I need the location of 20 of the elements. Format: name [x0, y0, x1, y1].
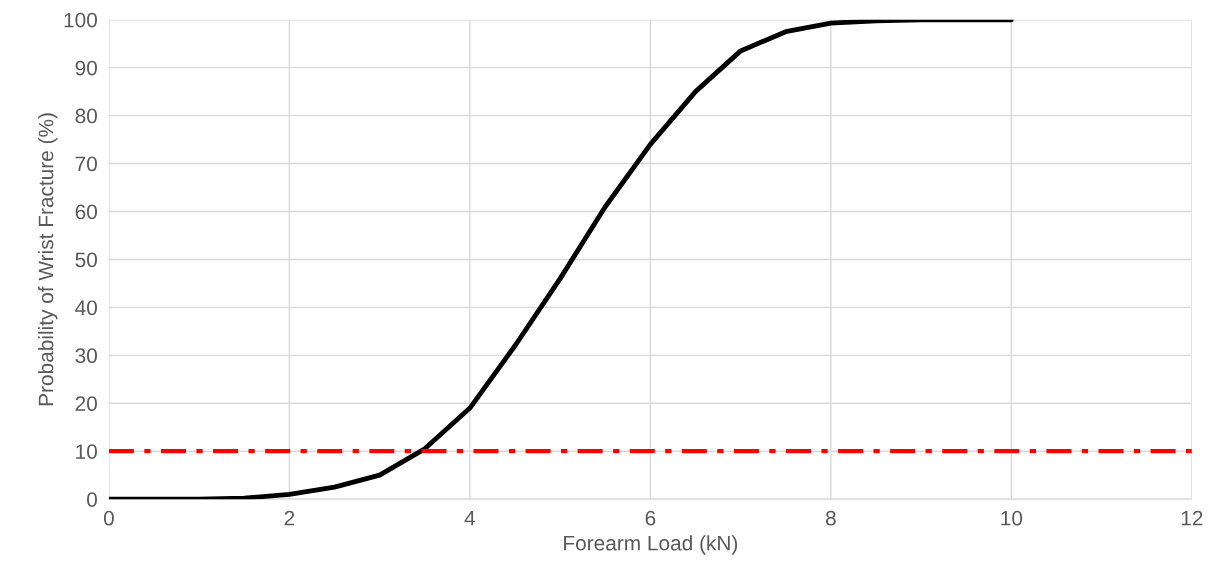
x-tick-label: 4 [464, 511, 476, 526]
y-tick-label: 30 [75, 348, 97, 364]
y-tick-label: 90 [75, 60, 97, 76]
x-tick-label: 8 [825, 510, 836, 526]
y-tick-label: 20 [75, 396, 97, 412]
x-axis-title: Forearm Load (kN) [564, 535, 738, 555]
x-tick-label: 0 [103, 510, 114, 526]
x-tick-label: 2 [284, 510, 295, 526]
y-tick-label: 70 [75, 156, 97, 172]
y-tick-label: 10 [76, 444, 97, 459]
y-tick-label: 50 [75, 252, 97, 268]
x-tick-label: 12 [1181, 510, 1203, 526]
y-tick-label: 0 [87, 492, 97, 507]
y-axis-title: Probability of Wrist Fracture (%) [38, 113, 58, 406]
y-tick-label: 60 [75, 204, 97, 220]
y-tick-label: 100 [64, 12, 97, 28]
x-tick-label: 10 [1001, 510, 1023, 526]
y-tick-label: 80 [75, 108, 97, 124]
y-tick-label: 40 [75, 300, 97, 316]
x-tick-label: 6 [645, 510, 656, 526]
